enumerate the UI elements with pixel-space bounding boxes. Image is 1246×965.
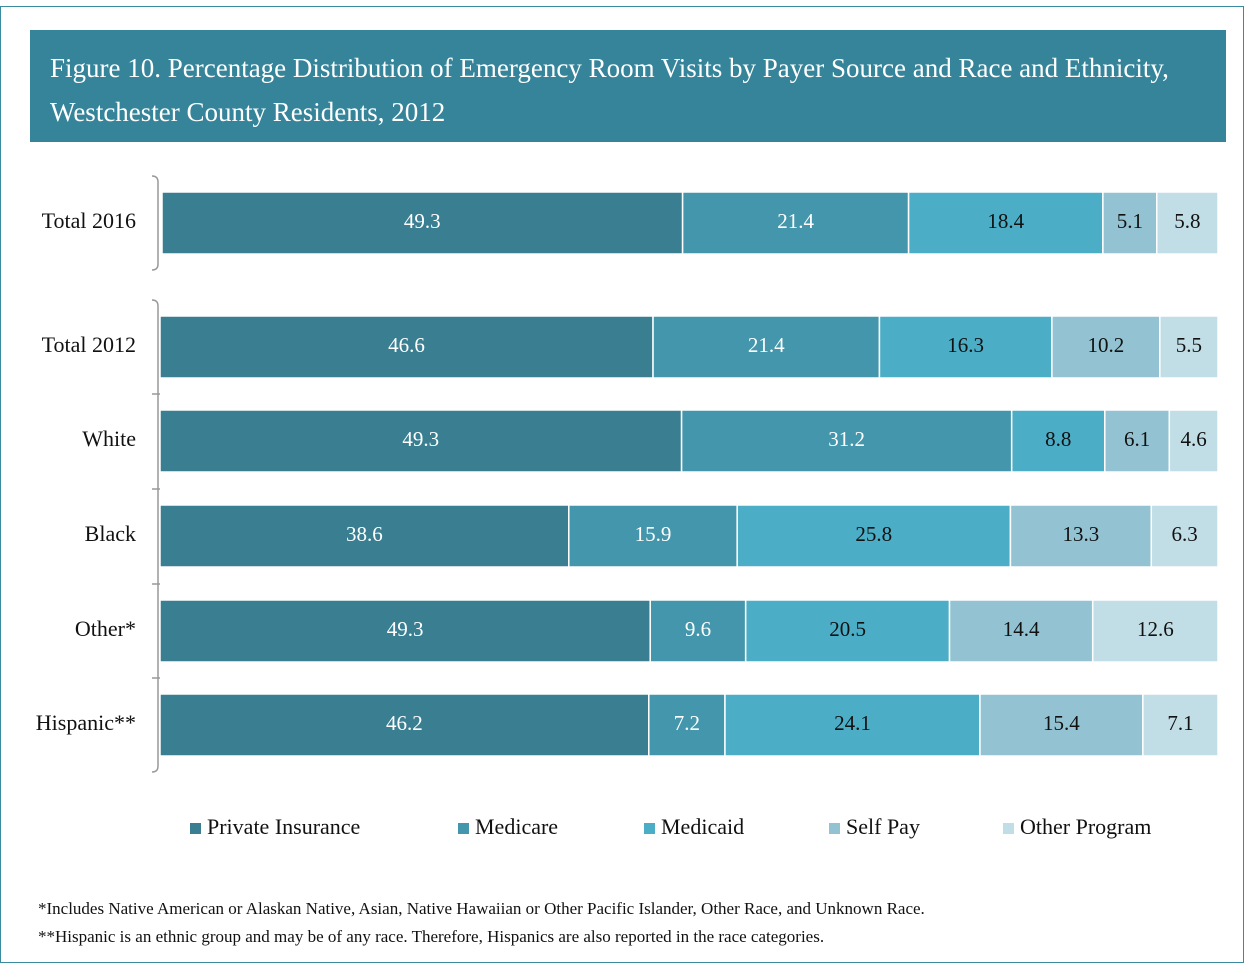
y-tick-label: Total 2012	[42, 332, 136, 357]
data-label: 24.1	[834, 711, 871, 735]
bar-segment	[1009, 504, 1153, 568]
data-label: 5.5	[1176, 333, 1202, 357]
legend-label: Private Insurance	[207, 814, 360, 839]
data-label: 8.8	[1045, 427, 1071, 451]
bracket	[151, 175, 159, 773]
legend-label: Medicare	[475, 814, 558, 839]
bracket-2012	[151, 299, 159, 773]
bar-segment	[979, 693, 1144, 757]
data-label: 15.4	[1043, 711, 1080, 735]
data-label: 7.2	[674, 711, 700, 735]
legend-swatch	[1003, 823, 1014, 834]
bar-segment	[680, 409, 1013, 473]
bar-segment	[1156, 191, 1219, 255]
bar-segment	[1102, 191, 1158, 255]
data-label: 16.3	[947, 333, 984, 357]
bar-segment	[744, 599, 951, 663]
data-label: 21.4	[748, 333, 785, 357]
legend-label: Medicaid	[661, 814, 744, 839]
y-tick-label: Total 2016	[42, 208, 136, 233]
data-label: 5.1	[1117, 209, 1143, 233]
frame	[0, 6, 1244, 963]
data-label: 46.2	[386, 711, 423, 735]
bar-segment	[1142, 693, 1219, 757]
bar-segment	[1168, 409, 1219, 473]
data-label: 15.9	[635, 522, 672, 546]
bar-segment	[159, 599, 651, 663]
data-label: 13.3	[1062, 522, 1099, 546]
bracket-2016	[151, 175, 159, 271]
legend-swatch	[829, 823, 840, 834]
data-label: 10.2	[1087, 333, 1124, 357]
bar-segment	[568, 504, 738, 568]
data-label: 46.6	[388, 333, 425, 357]
data-label: 6.3	[1172, 522, 1198, 546]
bar-segment	[159, 693, 650, 757]
data-label: 49.3	[387, 617, 424, 641]
y-tick-label: White	[82, 426, 136, 451]
bar-segment	[878, 315, 1053, 379]
data-label: 14.4	[1003, 617, 1040, 641]
bar-segment	[1051, 315, 1161, 379]
data-label: 20.5	[829, 617, 866, 641]
data-label: 6.1	[1124, 427, 1150, 451]
y-tick-label: Hispanic**	[36, 710, 136, 735]
data-label: 5.8	[1174, 209, 1200, 233]
data-label: 38.6	[346, 522, 383, 546]
data-label: 7.1	[1167, 711, 1193, 735]
bar-segment	[652, 315, 881, 379]
data-label: 49.3	[402, 427, 439, 451]
data-label: 25.8	[855, 522, 892, 546]
y-tick-label: Other*	[75, 616, 136, 641]
bar-segment	[1150, 504, 1219, 568]
bar-segment	[159, 409, 683, 473]
legend-swatch	[458, 823, 469, 834]
bar-segment	[907, 191, 1104, 255]
data-label: 21.4	[777, 209, 814, 233]
bar-segment	[1159, 315, 1219, 379]
legend-label: Other Program	[1020, 814, 1151, 839]
data-label: 49.3	[404, 209, 441, 233]
chart-title: Figure 10. Percentage Distribution of Em…	[30, 30, 1226, 142]
bar-segment	[159, 504, 570, 568]
legend-swatch	[644, 823, 655, 834]
bar-segment	[948, 599, 1094, 663]
footnote: **Hispanic is an ethnic group and may be…	[38, 927, 825, 946]
bar-segment	[1010, 409, 1106, 473]
data-label: 4.6	[1181, 427, 1207, 451]
legend-label: Self Pay	[846, 814, 920, 839]
bar-segment	[724, 693, 981, 757]
bar-segment	[736, 504, 1012, 568]
data-label: 18.4	[987, 209, 1024, 233]
data-label: 9.6	[685, 617, 711, 641]
y-tick-label: Black	[85, 521, 136, 546]
bar-segment	[648, 693, 726, 757]
data-label: 12.6	[1137, 617, 1174, 641]
bar-segment	[649, 599, 747, 663]
bar-segment	[159, 315, 654, 379]
legend-swatch	[190, 823, 201, 834]
bar-segment	[1091, 599, 1219, 663]
footnote: *Includes Native American or Alaskan Nat…	[38, 899, 925, 918]
data-label: 31.2	[828, 427, 865, 451]
